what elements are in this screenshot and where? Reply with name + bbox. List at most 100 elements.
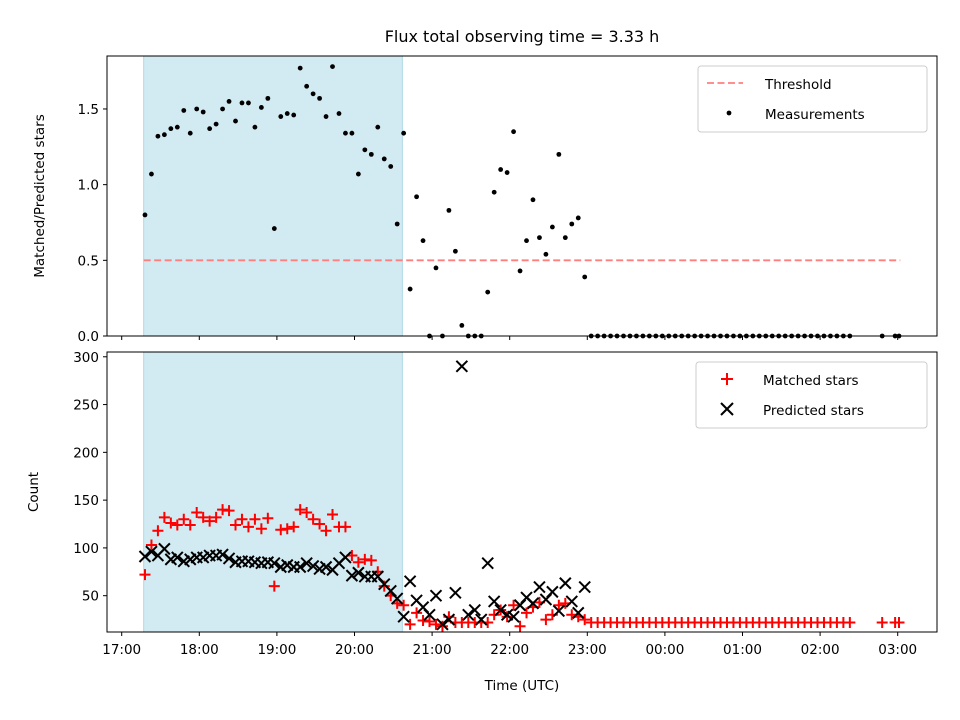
predicted-point <box>216 548 229 561</box>
matched-point <box>307 513 319 525</box>
measurement-point <box>317 95 322 101</box>
predicted-point <box>397 610 410 623</box>
measurement-point <box>149 171 154 177</box>
legend-matched-label: Matched stars <box>763 373 859 389</box>
matched-point <box>876 616 888 628</box>
measurement-point <box>491 189 497 195</box>
predicted-point <box>494 603 507 617</box>
predicted-point <box>442 613 456 626</box>
matched-point <box>145 539 157 551</box>
measurement-point <box>239 100 245 106</box>
predicted-point <box>565 595 578 608</box>
bottom-y-tick-label: 250 <box>73 398 99 414</box>
matched-point <box>152 525 164 537</box>
matched-point <box>398 599 410 611</box>
bottom-y-tick-label: 100 <box>73 541 99 557</box>
matched-point <box>204 515 216 527</box>
matched-point <box>178 513 190 525</box>
measurement-point <box>291 112 297 118</box>
measurement-point <box>168 126 174 132</box>
matched-point <box>514 620 526 632</box>
measurement-point <box>401 130 407 136</box>
predicted-point <box>475 613 488 626</box>
predicted-point <box>158 542 171 556</box>
matched-point <box>488 609 500 621</box>
measurement-point <box>213 121 219 127</box>
predicted-point <box>390 592 404 605</box>
measurement-point <box>549 224 555 230</box>
predicted-point <box>552 604 566 618</box>
measurement-point <box>349 130 355 136</box>
top-legend-box <box>697 65 928 133</box>
bottom-x-tick-label: 02:00 <box>801 642 840 658</box>
measurement-point <box>336 111 342 116</box>
bottom-x-tick-label: 19:00 <box>257 642 296 658</box>
bottom-y-tick-label: 150 <box>73 493 99 509</box>
measurement-point <box>537 235 542 241</box>
matched-point <box>404 618 416 630</box>
measurement-point <box>452 248 458 254</box>
matched-point <box>365 554 377 566</box>
legend-measurements-swatch <box>726 110 732 116</box>
predicted-point <box>507 610 520 623</box>
measurement-point <box>381 156 387 162</box>
measurement-point <box>459 323 465 328</box>
measurement-point <box>375 124 381 130</box>
matched-point <box>424 615 436 627</box>
measurement-point <box>433 265 439 271</box>
matched-point <box>327 508 339 520</box>
measurement-point <box>310 91 316 97</box>
measurement-point <box>271 226 277 231</box>
matched-point <box>191 507 203 519</box>
measurement-point <box>517 268 523 274</box>
measurement-point <box>362 147 368 153</box>
bottom-x-tick-label: 01:00 <box>723 642 762 658</box>
bottom-x-axis-label: Time (UTC) <box>484 678 560 694</box>
predicted-point <box>572 606 585 620</box>
bottom-x-tick-label: 21:00 <box>413 642 452 658</box>
matched-point <box>430 618 442 630</box>
measurement-point <box>524 238 529 244</box>
measurement-point <box>368 151 374 157</box>
bottom-x-tick-label: 18:00 <box>180 642 219 658</box>
bottom-legend: Matched stars Predicted stars <box>695 361 928 429</box>
predicted-point <box>300 556 313 570</box>
matched-point <box>249 513 261 525</box>
predicted-point <box>339 551 352 564</box>
top-y-axis-label: Matched/Predicted stars <box>32 114 48 277</box>
matched-point <box>436 620 448 632</box>
top-highlight-span <box>143 55 403 337</box>
matched-point <box>508 599 520 611</box>
measurement-point <box>258 105 264 110</box>
measurement-point <box>394 221 400 227</box>
measurement-point <box>582 274 588 280</box>
predicted-point <box>429 589 443 602</box>
bottom-y-tick-label: 300 <box>73 350 99 366</box>
matched-point <box>301 507 313 519</box>
matched-point <box>501 611 513 623</box>
measurement-point <box>155 133 161 139</box>
predicted-point <box>171 551 184 564</box>
measurement-point <box>265 95 271 101</box>
measurement-point <box>407 286 413 292</box>
measurement-point <box>420 238 426 244</box>
top-y-tick-label: 1.0 <box>78 178 99 194</box>
bottom-x-tick-label: 22:00 <box>490 642 529 658</box>
measurement-point <box>556 151 562 157</box>
top-panel: 0.0 0.5 1.0 1.5 Matched/Predicted stars Thr… <box>32 55 938 345</box>
predicted-point <box>345 569 359 582</box>
top-highlight-layer <box>143 55 403 337</box>
measurement-point <box>343 130 348 136</box>
predicted-point <box>546 585 559 599</box>
predicted-point <box>423 608 436 622</box>
predicted-point <box>468 603 481 617</box>
top-y-tick-label: 0.5 <box>78 253 99 269</box>
measurement-point <box>511 129 516 135</box>
predicted-point <box>306 559 320 573</box>
measurement-point <box>233 118 238 124</box>
matched-point <box>171 519 183 531</box>
measurement-point <box>284 111 290 116</box>
measurement-point <box>194 106 200 112</box>
predicted-point <box>487 595 501 608</box>
matched-point <box>165 517 177 529</box>
